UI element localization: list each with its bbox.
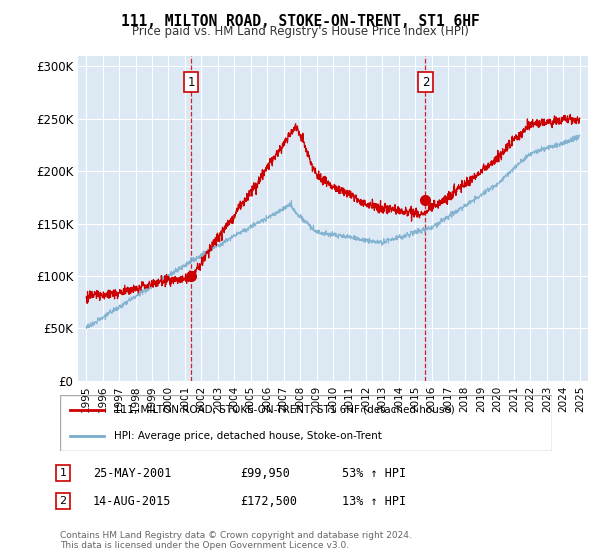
- Text: Contains HM Land Registry data © Crown copyright and database right 2024.
This d: Contains HM Land Registry data © Crown c…: [60, 530, 412, 550]
- Text: Price paid vs. HM Land Registry's House Price Index (HPI): Price paid vs. HM Land Registry's House …: [131, 25, 469, 38]
- Text: £172,500: £172,500: [240, 494, 297, 508]
- Text: 1: 1: [188, 76, 195, 88]
- Text: 25-MAY-2001: 25-MAY-2001: [93, 466, 172, 480]
- Text: 1: 1: [59, 468, 67, 478]
- Text: 111, MILTON ROAD, STOKE-ON-TRENT, ST1 6HF (detached house): 111, MILTON ROAD, STOKE-ON-TRENT, ST1 6H…: [114, 405, 455, 415]
- Text: 2: 2: [422, 76, 429, 88]
- Text: 53% ↑ HPI: 53% ↑ HPI: [342, 466, 406, 480]
- Text: 13% ↑ HPI: 13% ↑ HPI: [342, 494, 406, 508]
- Text: 14-AUG-2015: 14-AUG-2015: [93, 494, 172, 508]
- Text: 2: 2: [59, 496, 67, 506]
- Text: £99,950: £99,950: [240, 466, 290, 480]
- Text: HPI: Average price, detached house, Stoke-on-Trent: HPI: Average price, detached house, Stok…: [114, 431, 382, 441]
- Text: 111, MILTON ROAD, STOKE-ON-TRENT, ST1 6HF: 111, MILTON ROAD, STOKE-ON-TRENT, ST1 6H…: [121, 14, 479, 29]
